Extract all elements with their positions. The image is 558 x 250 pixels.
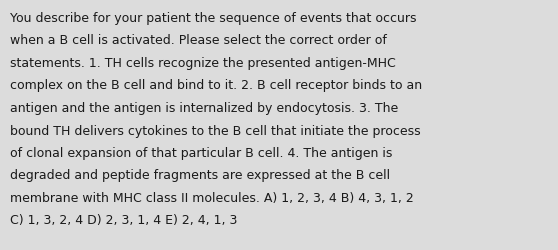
Text: C) 1, 3, 2, 4 D) 2, 3, 1, 4 E) 2, 4, 1, 3: C) 1, 3, 2, 4 D) 2, 3, 1, 4 E) 2, 4, 1, … (10, 214, 237, 226)
Text: antigen and the antigen is internalized by endocytosis. 3. The: antigen and the antigen is internalized … (10, 102, 398, 114)
Text: when a B cell is activated. Please select the correct order of: when a B cell is activated. Please selec… (10, 34, 387, 47)
Text: You describe for your patient the sequence of events that occurs: You describe for your patient the sequen… (10, 12, 416, 25)
Text: membrane with MHC class II molecules. A) 1, 2, 3, 4 B) 4, 3, 1, 2: membrane with MHC class II molecules. A)… (10, 191, 413, 204)
Text: of clonal expansion of that particular B cell. 4. The antigen is: of clonal expansion of that particular B… (10, 146, 392, 159)
Text: bound TH delivers cytokines to the B cell that initiate the process: bound TH delivers cytokines to the B cel… (10, 124, 421, 137)
Text: complex on the B cell and bind to it. 2. B cell receptor binds to an: complex on the B cell and bind to it. 2.… (10, 79, 422, 92)
Text: statements. 1. TH cells recognize the presented antigen-MHC: statements. 1. TH cells recognize the pr… (10, 57, 396, 70)
Text: degraded and peptide fragments are expressed at the B cell: degraded and peptide fragments are expre… (10, 169, 390, 182)
